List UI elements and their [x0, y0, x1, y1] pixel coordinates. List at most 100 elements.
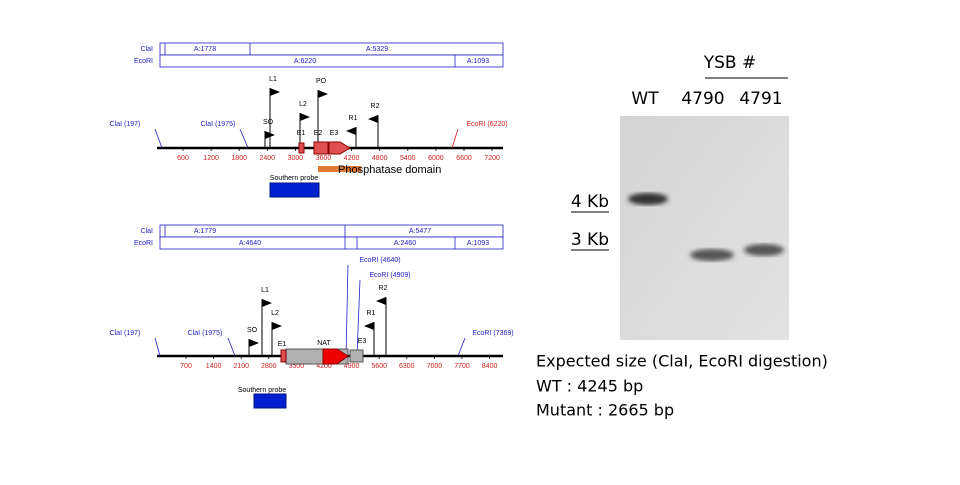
scale-label: 7700: [454, 363, 470, 370]
domain-label: Phosphatase domain: [338, 164, 441, 176]
marker-label: 3 Kb: [571, 230, 609, 250]
exon-label: E2: [314, 130, 323, 137]
flag: [265, 131, 275, 139]
site-label: ClaI (197): [110, 121, 141, 128]
band: [690, 249, 734, 261]
site-label: EcoRI (4909): [369, 272, 410, 279]
gel-image: [620, 116, 789, 340]
band: [628, 193, 668, 205]
flag-label: L2: [271, 310, 279, 317]
site-line: [227, 337, 236, 357]
fragment-label: A:2460: [394, 240, 416, 247]
flag-label: R1: [367, 310, 376, 317]
flag-label: SO: [263, 119, 274, 126]
domain-bar: [318, 166, 361, 172]
flag: [300, 113, 310, 121]
exon-label: E3: [330, 130, 339, 137]
nat: [322, 348, 349, 365]
probe-label: Southern probe: [238, 387, 286, 394]
note: Expected size (ClaI, EcoRI digestion): [536, 352, 828, 371]
exon-label: E1: [297, 130, 306, 137]
fragment-label: A:5329: [366, 46, 388, 53]
scale-label: 700: [180, 363, 192, 370]
flag-label: R1: [349, 115, 358, 122]
enzyme-label: EcoRI: [134, 240, 153, 247]
flag: [346, 127, 356, 135]
scale-label: 1800: [231, 155, 247, 162]
flag-label: R2: [371, 103, 380, 110]
site-label: EcoRI (6220): [466, 121, 507, 128]
flag: [318, 90, 328, 98]
scale-label: 600: [177, 155, 189, 162]
probe: [269, 182, 320, 198]
site-label: EcoRI (4640): [359, 257, 400, 264]
flag: [270, 88, 280, 96]
exon: [280, 349, 287, 363]
scale-label: 1200: [203, 155, 219, 162]
flag: [376, 297, 386, 305]
lane-label: 4791: [739, 89, 782, 109]
scale-label: 3600: [316, 155, 332, 162]
scale-label: 2400: [260, 155, 276, 162]
flag-label: PO: [316, 78, 327, 85]
scale-label: 4200: [316, 363, 332, 370]
probe-label: Southern probe: [270, 175, 318, 182]
scale-label: 8400: [482, 363, 498, 370]
scale-label: 4900: [344, 363, 360, 370]
scale-label: 6000: [428, 155, 444, 162]
scale-label: 6300: [399, 363, 415, 370]
scale-label: 4200: [344, 155, 360, 162]
flag-label: L1: [261, 287, 269, 294]
flag-label: L2: [299, 101, 307, 108]
scale-label: 6600: [456, 155, 472, 162]
site-line: [457, 337, 466, 357]
fragment-label: A:1778: [194, 46, 216, 53]
nat-label: NAT: [317, 340, 331, 347]
site-line: [154, 128, 163, 149]
note: Mutant : 2665 bp: [536, 401, 674, 420]
site-line: [451, 128, 459, 149]
fragment-label: A:1093: [467, 240, 489, 247]
scale-label: 5400: [400, 155, 416, 162]
enzyme-label: ClaI: [141, 228, 154, 235]
scale-label: 5600: [371, 363, 387, 370]
scale-label: 1400: [206, 363, 222, 370]
fragment-row: [159, 54, 504, 68]
scale-label: 4800: [372, 155, 388, 162]
flag: [364, 322, 374, 330]
scale-label: 2800: [261, 363, 277, 370]
probe: [253, 393, 287, 409]
fragment-label: A:1093: [467, 58, 489, 65]
flag-label: SO: [247, 327, 258, 334]
note: WT : 4245 bp: [536, 377, 643, 396]
fragment-label: A:1779: [194, 228, 216, 235]
scale-label: 7200: [484, 155, 500, 162]
flag: [368, 115, 378, 123]
exon: [313, 141, 329, 155]
enzyme-label: EcoRI: [134, 58, 153, 65]
fragment-row: [159, 236, 504, 250]
lane-label: WT: [631, 89, 659, 109]
lane-label: 4790: [681, 89, 724, 109]
fragment-label: A:4640: [239, 240, 261, 247]
exon-label: E3: [358, 338, 367, 345]
site-line: [154, 337, 161, 357]
fragment-label: A:6220: [294, 58, 316, 65]
site-label: EcoRI (7369): [472, 330, 513, 337]
marker-label: 4 Kb: [571, 192, 609, 212]
scale-label: 7000: [427, 363, 443, 370]
site-line: [345, 264, 349, 357]
flag-label: R2: [379, 285, 388, 292]
flag: [249, 339, 259, 347]
flag: [262, 299, 272, 307]
flag: [272, 322, 282, 330]
fragment-label: A:5477: [409, 228, 431, 235]
exon: [349, 349, 364, 363]
exon: [328, 141, 351, 155]
scale-label: 3000: [288, 155, 304, 162]
exon: [298, 142, 305, 154]
scale-label: 3500: [289, 363, 305, 370]
band: [744, 244, 784, 256]
site-line: [356, 279, 361, 357]
